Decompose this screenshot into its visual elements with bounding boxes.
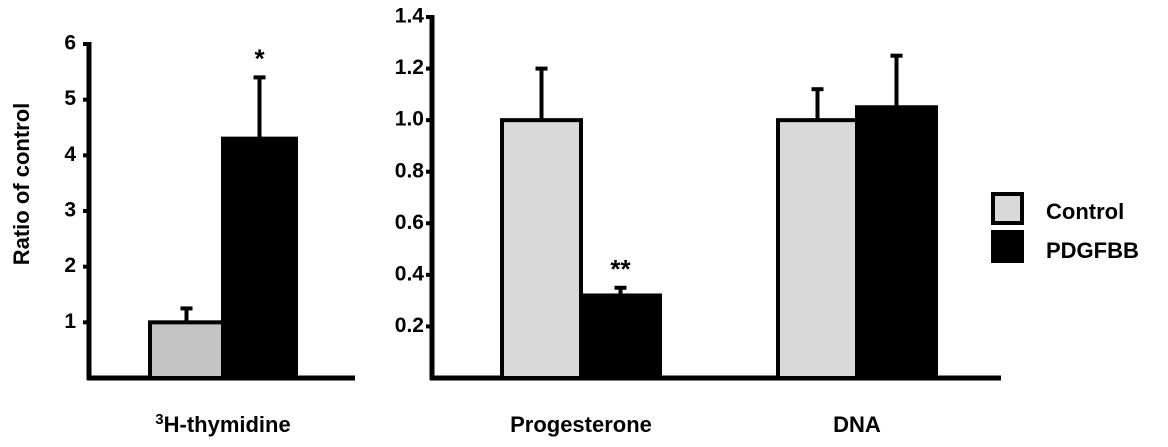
bar-pdgfbb-1 bbox=[855, 105, 938, 380]
y-tick-label: 4 bbox=[64, 143, 76, 166]
category-label: DNA bbox=[833, 412, 881, 437]
y-tick-label: 0.4 bbox=[395, 262, 425, 285]
legend-swatch-pdgfbb bbox=[991, 230, 1024, 263]
legend-swatch-control bbox=[991, 192, 1024, 225]
legend: Control PDGFBB bbox=[991, 192, 1139, 263]
y-tick-label: 0.6 bbox=[395, 211, 424, 234]
y-tick-label: 1 bbox=[64, 310, 76, 333]
y-tick-label: 1.0 bbox=[395, 108, 424, 131]
y-tick-label: 5 bbox=[64, 87, 76, 110]
legend-label-pdgfbb: PDGFBB bbox=[1046, 238, 1139, 263]
significance-marker: ** bbox=[610, 254, 631, 284]
significance-marker: * bbox=[254, 43, 265, 73]
y-tick-label: 6 bbox=[64, 32, 76, 55]
y-tick-label: 0.8 bbox=[395, 159, 425, 182]
legend-label-control: Control bbox=[1046, 199, 1124, 224]
bar-pdgfbb-0 bbox=[579, 293, 662, 380]
bar-control-0 bbox=[148, 320, 225, 381]
y-tick-label: 1.4 bbox=[395, 5, 425, 28]
panel-progesterone-dna: 0.2 0.4 0.6 0.8 1.0 1.2 1.4 Progesterone DNA ** bbox=[395, 5, 1001, 437]
panel-thymidine: 1 2 3 4 5 6 3H-thymidine * bbox=[64, 32, 355, 437]
bar-pdgfbb-0 bbox=[221, 136, 298, 380]
category-label: Progesterone bbox=[510, 412, 652, 437]
category-label: 3H-thymidine bbox=[155, 411, 290, 438]
bar-control-1 bbox=[776, 118, 859, 381]
bar-control-0 bbox=[500, 118, 583, 381]
y-axis-title: Ratio of control bbox=[9, 103, 34, 266]
y-tick-label: 3 bbox=[64, 199, 76, 222]
y-tick-label: 1.2 bbox=[395, 56, 424, 79]
y-tick-label: 0.2 bbox=[395, 314, 424, 337]
y-tick-label: 2 bbox=[64, 254, 76, 277]
